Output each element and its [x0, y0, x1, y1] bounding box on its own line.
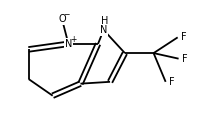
Text: F: F — [181, 32, 187, 42]
Text: −: − — [63, 10, 70, 19]
Text: N: N — [65, 39, 72, 49]
Text: O: O — [58, 14, 66, 24]
Text: H: H — [101, 16, 108, 26]
Text: N: N — [100, 25, 107, 35]
Text: F: F — [182, 54, 188, 64]
Text: +: + — [70, 35, 76, 44]
Text: F: F — [169, 77, 175, 87]
